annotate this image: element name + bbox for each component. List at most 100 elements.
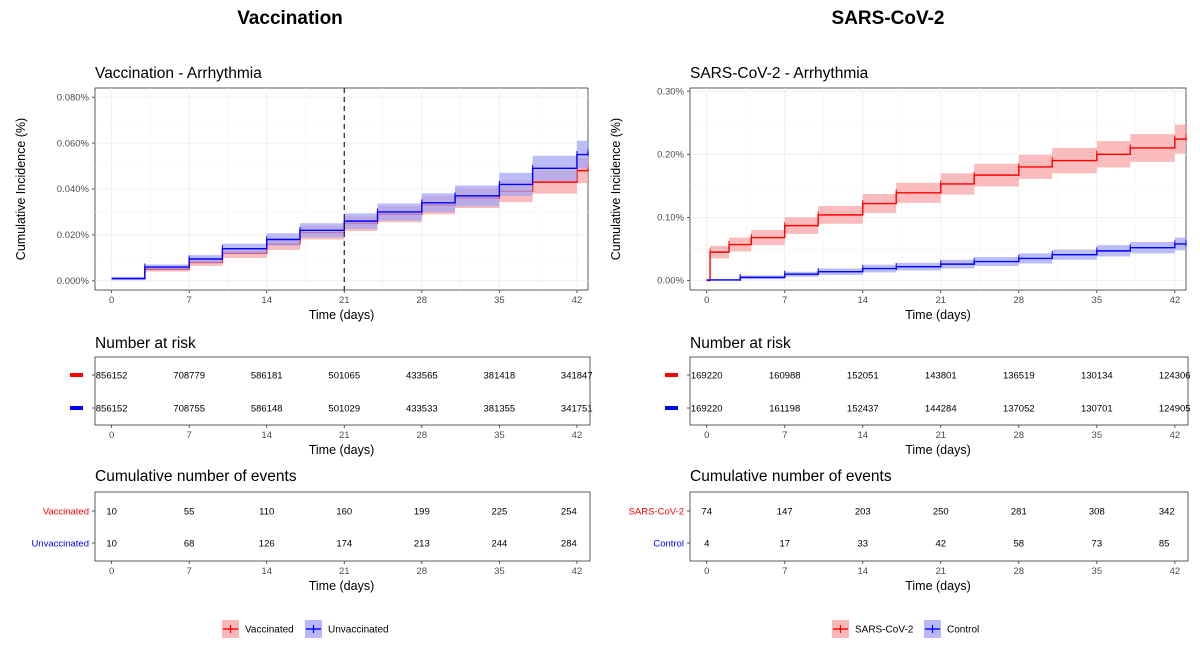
- y-axis-label: Cumulative Incidence (%): [609, 118, 623, 260]
- table-cell: 586181: [251, 370, 283, 381]
- y-tick-label: 0.040%: [57, 184, 90, 195]
- x-tick-label: 28: [1014, 566, 1025, 577]
- table-cell: 281: [1011, 506, 1027, 517]
- table-cell: 17: [779, 538, 790, 549]
- table-cell: 341751: [561, 403, 593, 414]
- series-sars-cov-2: [706, 122, 1187, 282]
- row-label: Control: [653, 538, 684, 549]
- row-label: SARS-CoV-2: [629, 506, 684, 517]
- x-tick-label: 7: [782, 566, 787, 577]
- legend-item: Unvaccinated: [305, 620, 389, 638]
- row-color-key: [665, 406, 678, 410]
- series-unvaccinated: [111, 138, 589, 281]
- y-tick-label: 0.30%: [657, 86, 684, 97]
- table-cell: 74: [701, 506, 712, 517]
- table-frame: [94, 356, 591, 426]
- y-axis-label: Cumulative Incidence (%): [14, 118, 28, 260]
- events-table-title: Cumulative number of events: [95, 468, 297, 485]
- events-table: Cumulative number of events Vaccinated 10 5…: [31, 468, 591, 593]
- x-tick-label: 0: [109, 566, 114, 577]
- y-tick-label: 0.00%: [657, 276, 684, 287]
- table-frame: [689, 491, 1189, 562]
- survival-curve: [111, 152, 589, 280]
- x-tick-label: 35: [494, 295, 505, 306]
- y-tick-label: 0.000%: [57, 276, 90, 287]
- x-tick-label: 28: [1014, 295, 1025, 306]
- table-cell: 85: [1159, 538, 1170, 549]
- table-cell: 708755: [173, 403, 205, 414]
- x-tick-label: 14: [857, 295, 868, 306]
- x-axis-label: Time (days): [905, 308, 971, 322]
- x-tick-label: 7: [782, 295, 787, 306]
- x-tick-label: 21: [339, 430, 350, 441]
- risk-table-title: Number at risk: [690, 335, 791, 352]
- risk-table: Number at risk 856152 708779 586181 501065 43…: [70, 335, 593, 457]
- x-tick-label: 35: [1092, 430, 1103, 441]
- panel-0: Vaccination Vaccination - Arrhythmia 0.000…: [14, 8, 593, 638]
- table-cell: 136519: [1003, 370, 1035, 381]
- table-cell: 501065: [328, 370, 360, 381]
- table-cell: 42: [935, 538, 946, 549]
- x-tick-label: 42: [1170, 295, 1181, 306]
- legend-label: Unvaccinated: [328, 625, 389, 636]
- x-axis-label: Time (days): [905, 579, 971, 593]
- legend-label: Control: [947, 625, 979, 636]
- x-axis-label: Time (days): [309, 579, 375, 593]
- table-cell: 586148: [251, 403, 283, 414]
- row-color-key: [70, 406, 83, 410]
- x-tick-label: 28: [417, 430, 428, 441]
- table-frame: [94, 491, 591, 562]
- x-tick-label: 14: [857, 566, 868, 577]
- x-axis-label: Time (days): [309, 443, 375, 457]
- table-cell: 213: [414, 538, 430, 549]
- x-tick-label: 35: [1092, 566, 1103, 577]
- plot-title: Vaccination - Arrhythmia: [95, 65, 262, 82]
- table-cell: 342: [1159, 506, 1175, 517]
- panel-heading: Vaccination: [237, 8, 343, 29]
- table-cell: 284: [561, 538, 577, 549]
- x-tick-label: 28: [417, 566, 428, 577]
- x-tick-label: 14: [261, 295, 272, 306]
- table-cell: 143801: [925, 370, 957, 381]
- table-cell: 130701: [1081, 403, 1113, 414]
- table-frame: [689, 356, 1189, 426]
- x-tick-label: 42: [1170, 430, 1181, 441]
- table-cell: 160988: [769, 370, 801, 381]
- x-tick-label: 21: [935, 566, 946, 577]
- table-cell: 68: [184, 538, 195, 549]
- x-tick-label: 0: [109, 295, 114, 306]
- legend: Vaccinated Unvaccinated: [222, 620, 389, 638]
- x-tick-label: 21: [935, 430, 946, 441]
- table-cell: 73: [1092, 538, 1103, 549]
- legend-label: Vaccinated: [245, 625, 294, 636]
- risk-table-title: Number at risk: [95, 335, 196, 352]
- x-tick-label: 42: [572, 566, 583, 577]
- table-cell: 225: [491, 506, 507, 517]
- row-color-key: [70, 373, 83, 377]
- table-cell: 169220: [691, 370, 723, 381]
- legend-label: SARS-CoV-2: [855, 625, 914, 636]
- x-tick-label: 14: [261, 566, 272, 577]
- row-label: Unvaccinated: [31, 538, 89, 549]
- confidence-band: [706, 236, 1186, 281]
- events-table-title: Cumulative number of events: [690, 468, 892, 485]
- table-cell: 433533: [406, 403, 438, 414]
- table-cell: 10: [106, 506, 117, 517]
- row-label: Vaccinated: [43, 506, 89, 517]
- x-tick-label: 35: [1092, 295, 1103, 306]
- x-tick-label: 7: [187, 295, 192, 306]
- table-cell: 110: [259, 506, 274, 517]
- x-tick-label: 21: [935, 295, 946, 306]
- confidence-band: [111, 138, 588, 281]
- table-cell: 4: [704, 538, 709, 549]
- table-cell: 152051: [847, 370, 879, 381]
- risk-table: Number at risk 169220 160988 152051 143801 13…: [665, 335, 1191, 457]
- plot-title: SARS-CoV-2 - Arrhythmia: [690, 65, 869, 82]
- y-tick-label: 0.060%: [57, 138, 90, 149]
- table-cell: 174: [336, 538, 352, 549]
- x-tick-label: 7: [782, 430, 787, 441]
- legend: SARS-CoV-2 Control: [832, 620, 979, 638]
- x-tick-label: 28: [417, 295, 428, 306]
- x-axis-label: Time (days): [309, 308, 375, 322]
